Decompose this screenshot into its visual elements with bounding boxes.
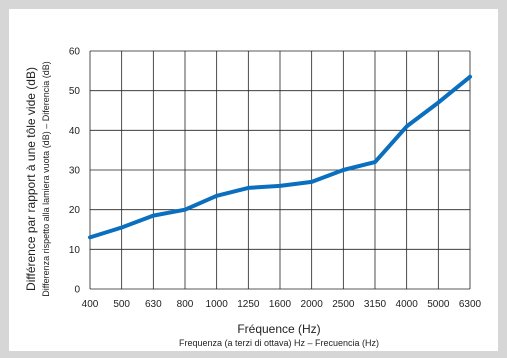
y-tick-label: 40: [69, 126, 81, 137]
y-tick-label: 50: [69, 86, 81, 97]
y-tick-labels: 0 10 20 30 40 50 60: [69, 47, 81, 296]
x-tick-label: 400: [82, 299, 99, 310]
line-chart: 400 500 630 800 1000 1250 1600 2000 2500 3150 4000…: [24, 47, 482, 349]
x-tick-label: 800: [177, 299, 194, 310]
x-tick-label: 1000: [206, 299, 229, 310]
y-tick-label: 0: [74, 285, 80, 296]
y-tick-label: 20: [69, 205, 81, 216]
x-tick-label: 5000: [427, 299, 450, 310]
x-tick-labels: 400 500 630 800 1000 1250 1600 2000 2500 3150 4000…: [82, 299, 482, 310]
y-tick-label: 60: [69, 47, 81, 58]
x-tick-label: 3150: [364, 299, 387, 310]
series-line: [88, 74, 472, 240]
x-tick-label: 1600: [269, 299, 292, 310]
y-axis-subtitle: Differenza rispetto alla lamiera vuota (…: [41, 61, 51, 296]
x-tick-label: 500: [113, 299, 130, 310]
series-group: [88, 74, 472, 240]
grid: [89, 50, 471, 290]
x-tick-label: 6300: [459, 299, 482, 310]
x-tick-label: 4000: [396, 299, 419, 310]
x-tick-label: 2500: [332, 299, 355, 310]
y-tick-label: 30: [69, 166, 81, 177]
y-tick-label: 10: [69, 245, 81, 256]
y-axis-title: Différence par rapport à une tôle vide (…: [24, 67, 38, 291]
x-tick-label: 630: [145, 299, 162, 310]
x-tick-label: 2000: [301, 299, 324, 310]
x-axis-title: Fréquence (Hz): [237, 322, 320, 336]
x-tick-label: 1250: [237, 299, 260, 310]
chart-card: 400 500 630 800 1000 1250 1600 2000 2500 3150 4000…: [9, 9, 498, 351]
x-axis-subtitle: Frequenza (a terzi di ottava) Hz – Frecu…: [179, 338, 379, 348]
